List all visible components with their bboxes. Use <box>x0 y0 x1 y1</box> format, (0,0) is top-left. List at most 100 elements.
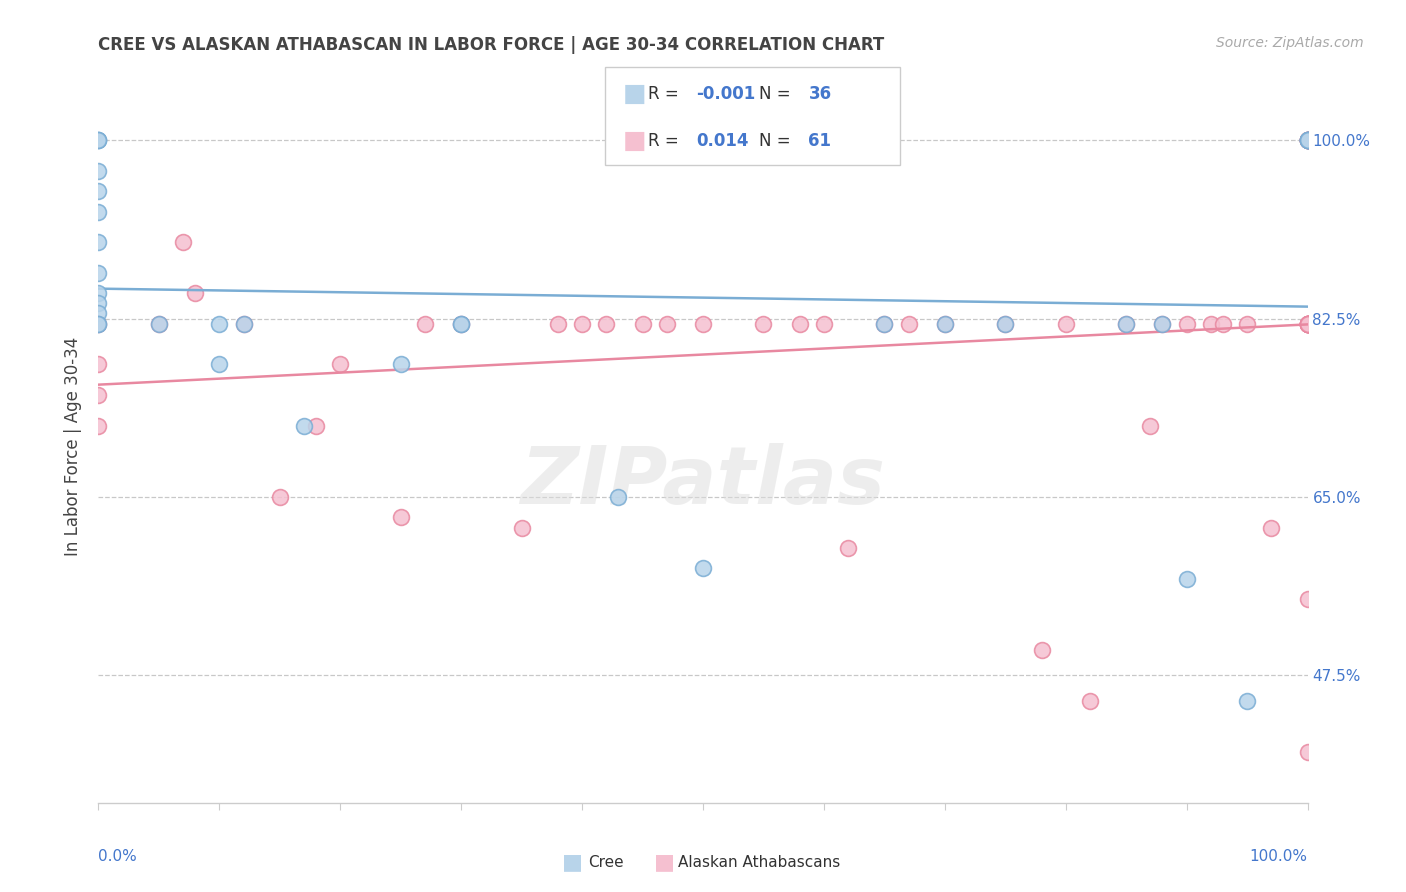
Point <box>631 317 654 331</box>
Point <box>1296 133 1319 147</box>
Point <box>87 235 110 249</box>
Y-axis label: In Labor Force | Age 30-34: In Labor Force | Age 30-34 <box>63 336 82 556</box>
Point <box>1296 317 1319 331</box>
Point <box>1296 317 1319 331</box>
Point <box>897 317 920 331</box>
Point <box>389 510 412 524</box>
Point <box>1296 745 1319 759</box>
Point <box>208 317 231 331</box>
Point <box>1296 317 1319 331</box>
Text: R =: R = <box>648 132 685 150</box>
Point <box>87 306 110 320</box>
Point <box>1296 133 1319 147</box>
Text: R =: R = <box>648 85 685 103</box>
Text: Source: ZipAtlas.com: Source: ZipAtlas.com <box>1216 36 1364 50</box>
Text: ■: ■ <box>623 82 647 105</box>
Point <box>87 317 110 331</box>
Point <box>873 317 896 331</box>
Point <box>1078 694 1101 708</box>
Point <box>87 266 110 280</box>
Point <box>87 184 110 198</box>
Point <box>450 317 472 331</box>
Point <box>1296 133 1319 147</box>
Point <box>1152 317 1174 331</box>
Point <box>87 317 110 331</box>
Point <box>934 317 956 331</box>
Point <box>1296 591 1319 606</box>
Text: Alaskan Athabascans: Alaskan Athabascans <box>678 855 839 870</box>
Text: ■: ■ <box>654 853 675 872</box>
Point <box>934 317 956 331</box>
Point <box>789 317 811 331</box>
Point <box>329 358 352 372</box>
Point <box>269 490 291 504</box>
Point <box>1296 317 1319 331</box>
Point <box>1296 317 1319 331</box>
Point <box>1054 317 1077 331</box>
Point <box>1031 643 1053 657</box>
Point <box>87 163 110 178</box>
Text: Cree: Cree <box>588 855 623 870</box>
Point <box>994 317 1017 331</box>
Point <box>232 317 254 331</box>
Point <box>1115 317 1137 331</box>
Point <box>692 317 714 331</box>
Point <box>450 317 472 331</box>
Point <box>595 317 617 331</box>
Text: ■: ■ <box>562 853 583 872</box>
Point <box>1199 317 1222 331</box>
Point <box>1296 133 1319 147</box>
Text: CREE VS ALASKAN ATHABASCAN IN LABOR FORCE | AGE 30-34 CORRELATION CHART: CREE VS ALASKAN ATHABASCAN IN LABOR FORC… <box>98 36 884 54</box>
Point <box>873 317 896 331</box>
Text: N =: N = <box>759 132 796 150</box>
Point <box>692 561 714 575</box>
Point <box>1175 317 1198 331</box>
Text: 100.0%: 100.0% <box>1250 849 1308 863</box>
Point <box>1296 133 1319 147</box>
Point <box>389 358 412 372</box>
Point <box>1296 317 1319 331</box>
Point <box>87 358 110 372</box>
Point <box>994 317 1017 331</box>
Point <box>1296 317 1319 331</box>
Point <box>510 520 533 534</box>
Text: 36: 36 <box>808 85 831 103</box>
Point <box>1296 133 1319 147</box>
Point <box>837 541 859 555</box>
Point <box>1296 133 1319 147</box>
Text: 0.014: 0.014 <box>696 132 748 150</box>
Point <box>172 235 194 249</box>
Text: ZIPatlas: ZIPatlas <box>520 442 886 521</box>
Text: ■: ■ <box>623 129 647 153</box>
Text: N =: N = <box>759 85 796 103</box>
Point <box>752 317 775 331</box>
Point <box>232 317 254 331</box>
Point <box>1296 317 1319 331</box>
Point <box>1296 133 1319 147</box>
Point <box>1296 317 1319 331</box>
Point <box>1296 133 1319 147</box>
Point <box>1115 317 1137 331</box>
Point <box>1139 418 1161 433</box>
Point <box>1236 694 1258 708</box>
Point <box>87 204 110 219</box>
Point <box>87 133 110 147</box>
Point <box>1296 133 1319 147</box>
Point <box>607 490 630 504</box>
Point <box>148 317 170 331</box>
Point <box>1260 520 1282 534</box>
Point <box>87 296 110 310</box>
Point <box>87 133 110 147</box>
Text: 61: 61 <box>808 132 831 150</box>
Point <box>305 418 328 433</box>
Point <box>571 317 593 331</box>
Point <box>813 317 835 331</box>
Point <box>292 418 315 433</box>
Point <box>87 286 110 301</box>
Point <box>1212 317 1234 331</box>
Point <box>87 388 110 402</box>
Point <box>1296 317 1319 331</box>
Text: 0.0%: 0.0% <box>98 849 138 863</box>
Point <box>1296 133 1319 147</box>
Point <box>87 317 110 331</box>
